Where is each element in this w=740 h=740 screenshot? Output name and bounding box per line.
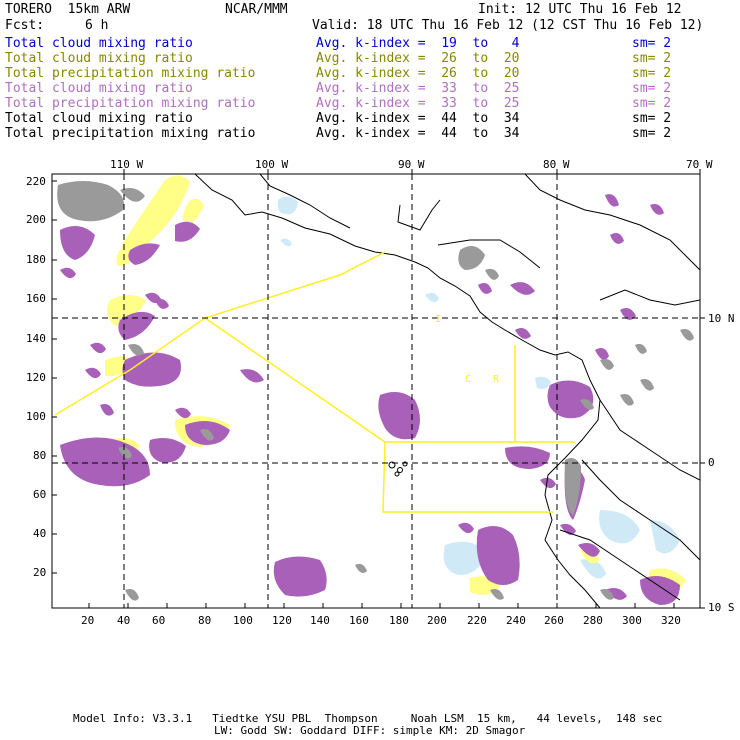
legend-field: Total precipitation mixing ratio bbox=[5, 126, 256, 141]
init-time: Init: 12 UTC Thu 16 Feb 12 bbox=[478, 2, 682, 17]
lon-label: 70 W bbox=[686, 158, 713, 171]
legend-index: Avg. k-index = 33 to 25 bbox=[316, 96, 520, 111]
x-tick-label: 120 bbox=[272, 614, 292, 627]
x-tick-label: 140 bbox=[310, 614, 330, 627]
y-tick-label: 100 bbox=[26, 410, 46, 423]
valid-time: Valid: 18 UTC Thu 16 Feb 12 (12 CST Thu … bbox=[312, 18, 704, 33]
x-tick-label: 60 bbox=[152, 614, 166, 627]
y-tick-label: 40 bbox=[33, 527, 47, 540]
legend-field: Total cloud mixing ratio bbox=[5, 51, 193, 66]
model-title: TORERO 15km ARW bbox=[5, 2, 131, 17]
x-tick-label: 240 bbox=[506, 614, 526, 627]
x-tick-label: 40 bbox=[117, 614, 131, 627]
legend-sm: sm= 2 bbox=[632, 51, 672, 66]
lon-label: 110 W bbox=[110, 158, 144, 171]
legend-sm: sm= 2 bbox=[632, 81, 672, 96]
org-label: NCAR/MMM bbox=[225, 2, 288, 17]
legend-sm: sm= 2 bbox=[632, 66, 672, 81]
y-tick-label: 180 bbox=[26, 253, 46, 266]
map-layers bbox=[52, 174, 700, 608]
lon-label: 90 W bbox=[398, 158, 425, 171]
legend-sm: sm= 2 bbox=[632, 111, 672, 126]
map-annotation: R bbox=[493, 374, 500, 385]
x-tick-label: 80 bbox=[198, 614, 212, 627]
legend-sm: sm= 2 bbox=[632, 96, 672, 111]
legend-index: Avg. k-index = 26 to 20 bbox=[316, 51, 520, 66]
y-tick-label: 120 bbox=[26, 371, 46, 384]
lon-label: 80 W bbox=[543, 158, 570, 171]
y-tick-label: 220 bbox=[26, 175, 46, 188]
tick-marks bbox=[52, 169, 705, 609]
lat-label: 0 bbox=[708, 456, 715, 469]
legend-sm: sm= 2 bbox=[632, 36, 672, 51]
cloud-field-gray bbox=[57, 181, 694, 601]
legend-index: Avg. k-index = 44 to 34 bbox=[316, 126, 520, 141]
y-tick-label: 200 bbox=[26, 213, 46, 226]
legend-field: Total cloud mixing ratio bbox=[5, 81, 193, 96]
legend-index: Avg. k-index = 26 to 20 bbox=[316, 66, 520, 81]
map-annotation: C bbox=[465, 374, 471, 385]
x-tick-label: 260 bbox=[544, 614, 564, 627]
legend-index: Avg. k-index = 33 to 25 bbox=[316, 81, 520, 96]
map-annotation: I bbox=[435, 314, 441, 325]
map-frame bbox=[51, 173, 701, 609]
legend-field: Total cloud mixing ratio bbox=[5, 111, 193, 126]
cloud-field-yellow bbox=[105, 175, 686, 595]
x-tick-label: 220 bbox=[467, 614, 487, 627]
cloud-field-purple bbox=[60, 194, 680, 605]
legend-index: Avg. k-index = 19 to 4 bbox=[316, 36, 520, 51]
x-tick-label: 180 bbox=[389, 614, 409, 627]
lat-label: 10 S bbox=[708, 601, 735, 614]
x-tick-label: 280 bbox=[583, 614, 603, 627]
x-tick-label: 200 bbox=[427, 614, 447, 627]
fcst-label: Fcst: bbox=[5, 18, 45, 33]
model-info: Model Info: V3.3.1 Tiedtke YSU PBL Thomp… bbox=[73, 712, 663, 725]
x-tick-label: 160 bbox=[349, 614, 369, 627]
y-tick-label: 160 bbox=[26, 292, 46, 305]
fcst-value: 6 h bbox=[85, 18, 109, 33]
legend-field: Total precipitation mixing ratio bbox=[5, 66, 256, 81]
legend-field: Total precipitation mixing ratio bbox=[5, 96, 256, 111]
lon-label: 100 W bbox=[255, 158, 289, 171]
model-physics: LW: Godd SW: Goddard DIFF: simple KM: 2D… bbox=[214, 724, 526, 737]
x-tick-label: 300 bbox=[622, 614, 642, 627]
x-tick-label: 100 bbox=[233, 614, 253, 627]
legend-sm: sm= 2 bbox=[632, 126, 672, 141]
legend-index: Avg. k-index = 44 to 34 bbox=[316, 111, 520, 126]
lat-lon-grid bbox=[52, 174, 700, 608]
x-tick-label: 20 bbox=[81, 614, 95, 627]
y-tick-label: 60 bbox=[33, 488, 47, 501]
legend-field: Total cloud mixing ratio bbox=[5, 36, 193, 51]
x-tick-label: 320 bbox=[661, 614, 681, 627]
cloud-field-lightblue bbox=[277, 196, 680, 579]
y-tick-label: 80 bbox=[33, 449, 47, 462]
y-tick-label: 20 bbox=[33, 566, 47, 579]
lat-label: 10 N bbox=[708, 312, 735, 325]
y-tick-label: 140 bbox=[26, 332, 46, 345]
coastlines bbox=[194, 174, 700, 608]
